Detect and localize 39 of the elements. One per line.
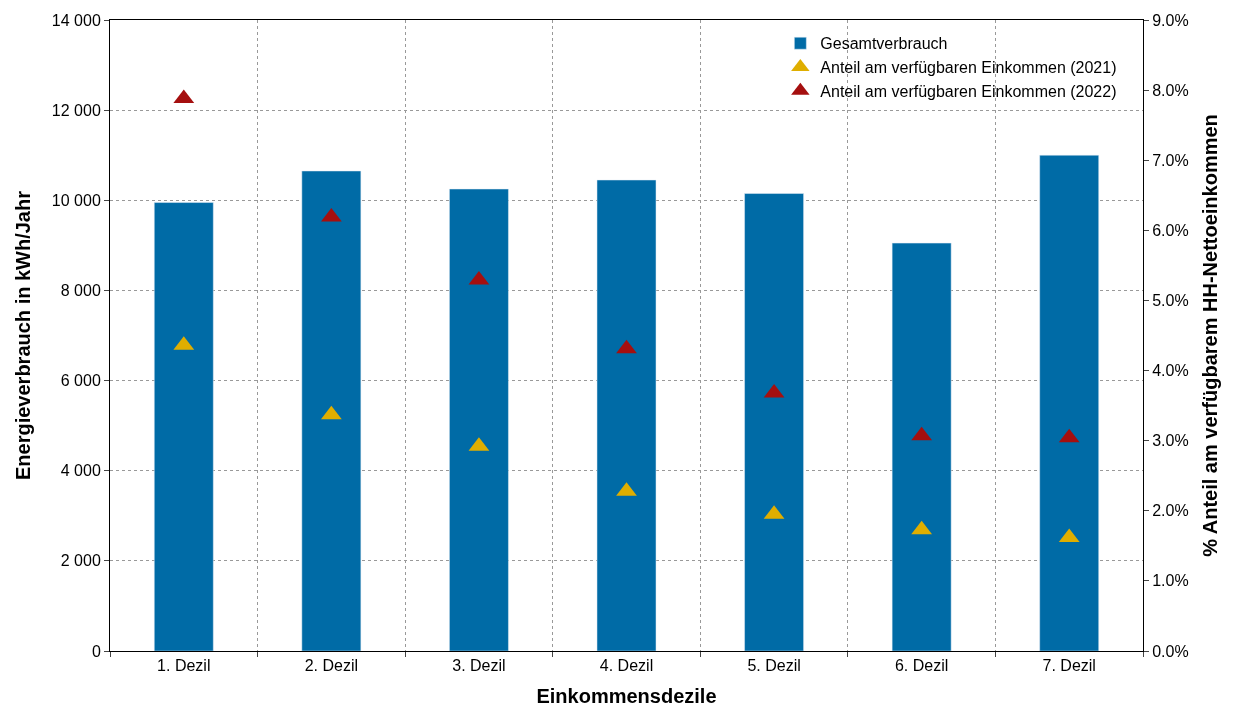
bar bbox=[1039, 154, 1099, 651]
y2-tick-label: 8.0% bbox=[1152, 81, 1189, 99]
legend-label: Anteil am verfügbaren Einkommen (2021) bbox=[820, 59, 1117, 77]
y2-tick-label: 4.0% bbox=[1152, 362, 1189, 380]
x-tick-label: 2. Dezil bbox=[304, 657, 359, 675]
x-tick-label: 5. Dezil bbox=[747, 657, 801, 675]
x-tick-label: 3. Dezil bbox=[452, 657, 506, 675]
bar bbox=[301, 170, 362, 651]
x-axis-title: Einkommensdezile bbox=[536, 684, 717, 707]
y-tick-label: 14 000 bbox=[51, 11, 101, 29]
y2-tick-label: 6.0% bbox=[1152, 221, 1189, 239]
y-tick-label: 10 000 bbox=[51, 191, 101, 209]
legend-label: Anteil am verfügbaren Einkommen (2022) bbox=[820, 83, 1117, 101]
y-tick-label: 0 bbox=[91, 642, 101, 660]
y-tick-label: 8 000 bbox=[60, 282, 101, 300]
y2-tick-label: 2.0% bbox=[1152, 502, 1189, 520]
legend-label: Gesamtverbrauch bbox=[820, 35, 948, 53]
y2-tick-label: 3.0% bbox=[1152, 432, 1189, 450]
x-tick-label: 4. Dezil bbox=[599, 657, 654, 675]
bar bbox=[744, 193, 804, 651]
y2-tick-label: 0.0% bbox=[1152, 642, 1189, 660]
y-tick-label: 4 000 bbox=[60, 462, 101, 480]
x-tick-label: 1. Dezil bbox=[157, 657, 211, 675]
y-tick-label: 6 000 bbox=[60, 372, 101, 390]
bar bbox=[891, 242, 952, 651]
y-axis-title: Energieverbrauch in kWh/Jahr bbox=[12, 190, 35, 480]
y2-tick-label: 9.0% bbox=[1152, 11, 1189, 29]
y2-tick-label: 7.0% bbox=[1152, 151, 1189, 169]
y2-axis-title: % Anteil am verfügbarem HH-Nettoeinkommen bbox=[1199, 114, 1222, 557]
y2-tick-label: 1.0% bbox=[1152, 572, 1189, 590]
y-tick-label: 12 000 bbox=[51, 101, 101, 119]
bar bbox=[596, 179, 657, 651]
bar bbox=[154, 202, 214, 651]
y2-tick-label: 5.0% bbox=[1152, 292, 1189, 310]
x-tick-label: 7. Dezil bbox=[1042, 657, 1096, 675]
x-tick-label: 6. Dezil bbox=[894, 657, 949, 675]
point bbox=[616, 339, 637, 354]
y-tick-label: 2 000 bbox=[60, 552, 101, 570]
bar bbox=[449, 188, 509, 651]
